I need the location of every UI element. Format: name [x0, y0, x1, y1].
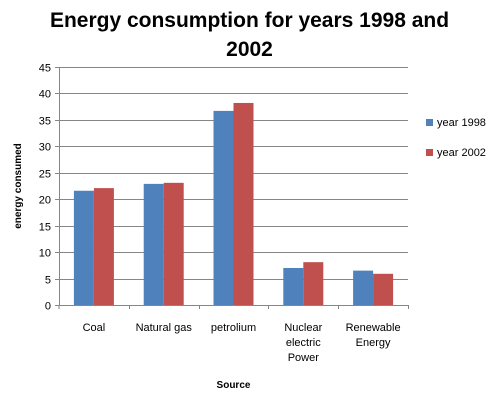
bar-year-2002-4 [373, 273, 394, 305]
bar-year-1998-1 [143, 183, 164, 305]
y-tick-label: 45 [39, 63, 51, 75]
y-tick-label: 30 [39, 142, 51, 154]
legend-label: year 1998 [437, 117, 486, 129]
y-tick-label: 10 [39, 248, 51, 260]
bar-year-1998-4 [353, 270, 374, 305]
x-tick-label: Power [288, 352, 320, 364]
y-tick-label: 20 [39, 195, 51, 207]
chart-title-line-2: 2002 [226, 38, 273, 61]
y-axis-ticks: 0 5 10 15 20 25 30 35 40 45 [39, 63, 59, 313]
y-tick-label: 0 [45, 301, 51, 313]
y-tick-label: 40 [39, 89, 51, 101]
legend: year 1998 year 2002 [426, 117, 486, 159]
bar-year-2002-2 [233, 102, 254, 305]
x-tick-label: petrolium [211, 322, 256, 334]
y-tick-label: 35 [39, 116, 51, 128]
x-tick-label: Renewable [346, 322, 401, 334]
x-tick-label: Nuclear [284, 322, 322, 334]
bar-year-1998-0 [73, 190, 94, 305]
legend-swatch [426, 119, 433, 126]
x-axis-ticks: Coal Natural gas petrolium Nuclear electric P… [58, 305, 409, 364]
bars [73, 102, 394, 305]
bar-year-1998-2 [213, 110, 234, 305]
legend-swatch [426, 149, 433, 156]
x-tick-label: electric [286, 337, 321, 349]
x-tick-label: Natural gas [136, 322, 193, 334]
y-tick-label: 15 [39, 222, 51, 234]
x-tick-label: Coal [83, 322, 106, 334]
bar-year-2002-1 [163, 182, 184, 305]
x-axis-title: Source [217, 380, 251, 391]
x-tick-label: Energy [356, 337, 391, 349]
chart-title: Energy consumption for years 1998 and 20… [0, 6, 499, 64]
chart-title-line-1: Energy consumption for years 1998 and [49, 9, 450, 32]
y-tick-label: 5 [45, 275, 51, 287]
bar-year-2002-3 [303, 262, 324, 305]
legend-label: year 2002 [437, 147, 486, 159]
bar-year-2002-0 [93, 188, 114, 305]
y-axis-title: energy consumed [13, 143, 24, 229]
y-tick-label: 25 [39, 169, 51, 181]
bar-year-1998-3 [283, 267, 304, 305]
